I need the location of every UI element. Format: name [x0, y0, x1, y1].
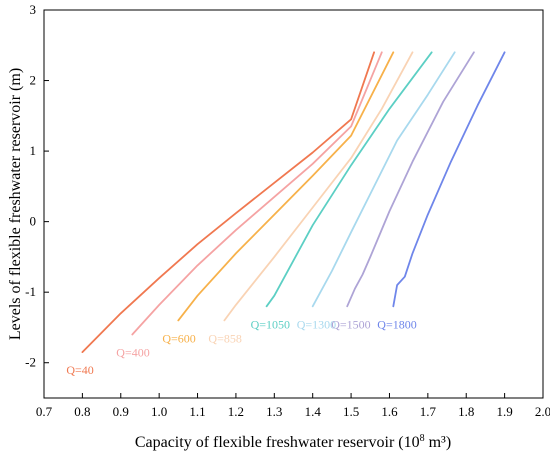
x-axis-title: Capacity of flexible freshwater reservoi…	[135, 433, 451, 451]
series-label: Q=400	[116, 346, 149, 360]
y-axis: -2 -1 0 1 2 3	[25, 2, 49, 370]
series-line	[223, 51, 414, 322]
x-tick-label: 0.8	[74, 404, 90, 419]
y-tick-label: 3	[30, 2, 37, 17]
y-tick-label: -1	[25, 284, 36, 299]
x-tick-label: 1.4	[305, 404, 322, 419]
series-label: Q=1500	[331, 317, 370, 331]
series-line	[265, 51, 433, 308]
series-label: Q=40	[66, 363, 93, 377]
y-tick-label: 1	[30, 143, 37, 158]
y-tick-label: 2	[30, 73, 37, 88]
series-label: Q=600	[162, 331, 195, 345]
x-tick-label: 1.9	[496, 404, 512, 419]
x-tick-label: 2.0	[535, 404, 550, 419]
series-line	[177, 51, 395, 322]
series-line	[346, 51, 475, 308]
x-tick-label: 1.8	[458, 404, 474, 419]
x-tick-label: 0.9	[113, 404, 129, 419]
x-tick-label: 1.5	[343, 404, 359, 419]
series-label: Q=1800	[377, 317, 416, 331]
series-label: Q=858	[208, 331, 241, 345]
y-tick-label: -2	[25, 355, 36, 370]
series-line	[81, 51, 376, 354]
series-line	[131, 51, 383, 336]
x-tick-label: 1.1	[189, 404, 205, 419]
x-tick-label: 1.2	[228, 404, 244, 419]
x-tick-label: 1.7	[420, 404, 437, 419]
x-axis: 0.7 0.8 0.9 1.0 1.1 1.2 1.3 1.4 1.5 1.6 1.7 1.8 1.9 2…	[36, 393, 550, 419]
series-line	[311, 51, 456, 308]
y-tick-label: 0	[30, 214, 37, 229]
series-lines	[81, 51, 506, 354]
x-tick-label: 1.3	[266, 404, 282, 419]
series-label: Q=1300	[297, 317, 336, 331]
x-tick-label: 1.6	[381, 404, 398, 419]
x-tick-label: 1.0	[151, 404, 167, 419]
y-axis-title: Levels of flexible freshwater reservoir …	[7, 68, 24, 340]
series-line	[392, 51, 506, 308]
plot-frame	[43, 9, 544, 399]
series-label: Q=1050	[251, 317, 290, 331]
x-tick-label: 0.7	[36, 404, 53, 419]
